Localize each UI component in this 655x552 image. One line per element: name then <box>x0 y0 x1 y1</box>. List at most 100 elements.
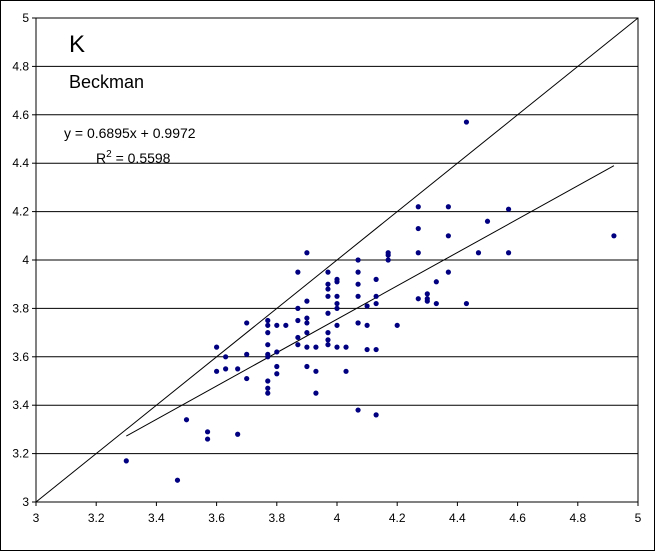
data-point <box>274 371 280 377</box>
y-tick-label: 3.2 <box>12 447 29 461</box>
data-point <box>355 281 361 287</box>
data-point <box>274 363 280 370</box>
data-point <box>325 286 331 292</box>
data-point <box>334 300 340 307</box>
data-point <box>204 436 211 442</box>
x-tick-label: 4.8 <box>569 511 586 525</box>
data-point <box>304 320 310 326</box>
data-point <box>325 293 331 299</box>
data-point <box>214 368 220 374</box>
data-point <box>244 375 250 382</box>
data-point <box>463 300 470 307</box>
data-point <box>265 317 271 324</box>
data-point <box>364 322 370 328</box>
data-point <box>445 233 451 239</box>
data-point <box>364 303 370 309</box>
data-point <box>355 293 361 299</box>
chart-title: K <box>69 31 85 58</box>
data-point <box>325 281 331 287</box>
data-point <box>295 305 301 311</box>
data-point <box>433 300 439 307</box>
r-squared-superscript: 2 <box>106 149 112 160</box>
data-point <box>373 276 379 282</box>
x-tick-label: 3.4 <box>148 511 165 525</box>
trendline <box>126 165 615 437</box>
y-tick-label: 3.8 <box>12 301 29 315</box>
x-tick-label: 4.2 <box>389 511 406 525</box>
data-point <box>385 257 391 263</box>
data-point <box>355 320 361 326</box>
data-point <box>325 330 331 336</box>
data-point <box>313 368 319 374</box>
x-tick-label: 4.6 <box>509 511 526 525</box>
data-point <box>313 390 319 396</box>
y-tick-label: 4.4 <box>12 156 29 170</box>
data-point <box>415 225 421 232</box>
y-tick-label: 3.6 <box>12 350 29 364</box>
data-point <box>235 431 241 437</box>
data-point <box>355 257 361 263</box>
data-point <box>265 385 271 391</box>
data-point <box>355 269 361 275</box>
tick-labels: 3 3.2 3.4 3.6 3.8 4 4.2 4.4 4.6 4.8 5 3 3.2 3.4 3.6 3.8… <box>12 11 641 525</box>
x-tick-label: 3.2 <box>88 511 105 525</box>
data-point <box>265 378 271 384</box>
data-point <box>505 206 512 212</box>
r-squared-label: R2 = 0.5598 <box>96 149 171 166</box>
data-point <box>265 342 271 348</box>
data-point <box>343 344 349 350</box>
r-squared-value: = 0.5598 <box>112 150 171 166</box>
y-tick-label: 4.8 <box>12 59 29 73</box>
data-point <box>394 322 400 328</box>
y-tick-label: 3 <box>22 495 29 509</box>
data-point <box>373 293 379 299</box>
data-point <box>274 349 280 355</box>
axes <box>32 17 639 506</box>
y-tick-label: 4.6 <box>12 108 29 122</box>
data-point <box>244 320 250 326</box>
data-point <box>183 417 190 423</box>
x-tick-label: 3.8 <box>268 511 285 525</box>
x-tick-label: 4.4 <box>449 511 466 525</box>
data-point <box>424 296 430 302</box>
data-point <box>265 351 271 357</box>
data-point <box>223 366 229 372</box>
data-point <box>334 305 340 311</box>
data-point <box>611 233 617 239</box>
data-point <box>343 368 349 374</box>
data-point <box>334 322 340 328</box>
r-squared-prefix: R <box>96 150 106 166</box>
data-point <box>325 310 331 316</box>
data-point <box>274 322 280 328</box>
data-point <box>415 250 421 256</box>
data-point <box>334 276 340 282</box>
data-point <box>295 334 301 341</box>
data-point <box>463 119 470 125</box>
reference-lines <box>35 17 639 503</box>
data-point <box>244 351 250 357</box>
data-point <box>265 390 271 396</box>
data-point <box>204 429 211 435</box>
plot-area-border <box>35 17 639 503</box>
data-point <box>174 477 181 483</box>
data-point <box>304 250 310 256</box>
data-point <box>445 204 451 210</box>
data-point <box>304 315 310 321</box>
data-point <box>505 250 512 256</box>
data-point <box>325 342 331 348</box>
data-point <box>313 344 319 350</box>
y-tick-label: 3.4 <box>12 398 29 412</box>
data-point <box>445 269 451 275</box>
data-point <box>355 407 361 413</box>
data-point <box>475 250 482 256</box>
data-point <box>235 366 241 372</box>
data-point <box>304 363 310 370</box>
data-point <box>325 269 331 275</box>
data-point <box>295 342 301 348</box>
data-point <box>415 204 421 210</box>
y-tick-label: 5 <box>22 11 29 25</box>
x-tick-label: 5 <box>635 511 642 525</box>
data-point <box>304 330 310 336</box>
data-point <box>295 269 301 275</box>
